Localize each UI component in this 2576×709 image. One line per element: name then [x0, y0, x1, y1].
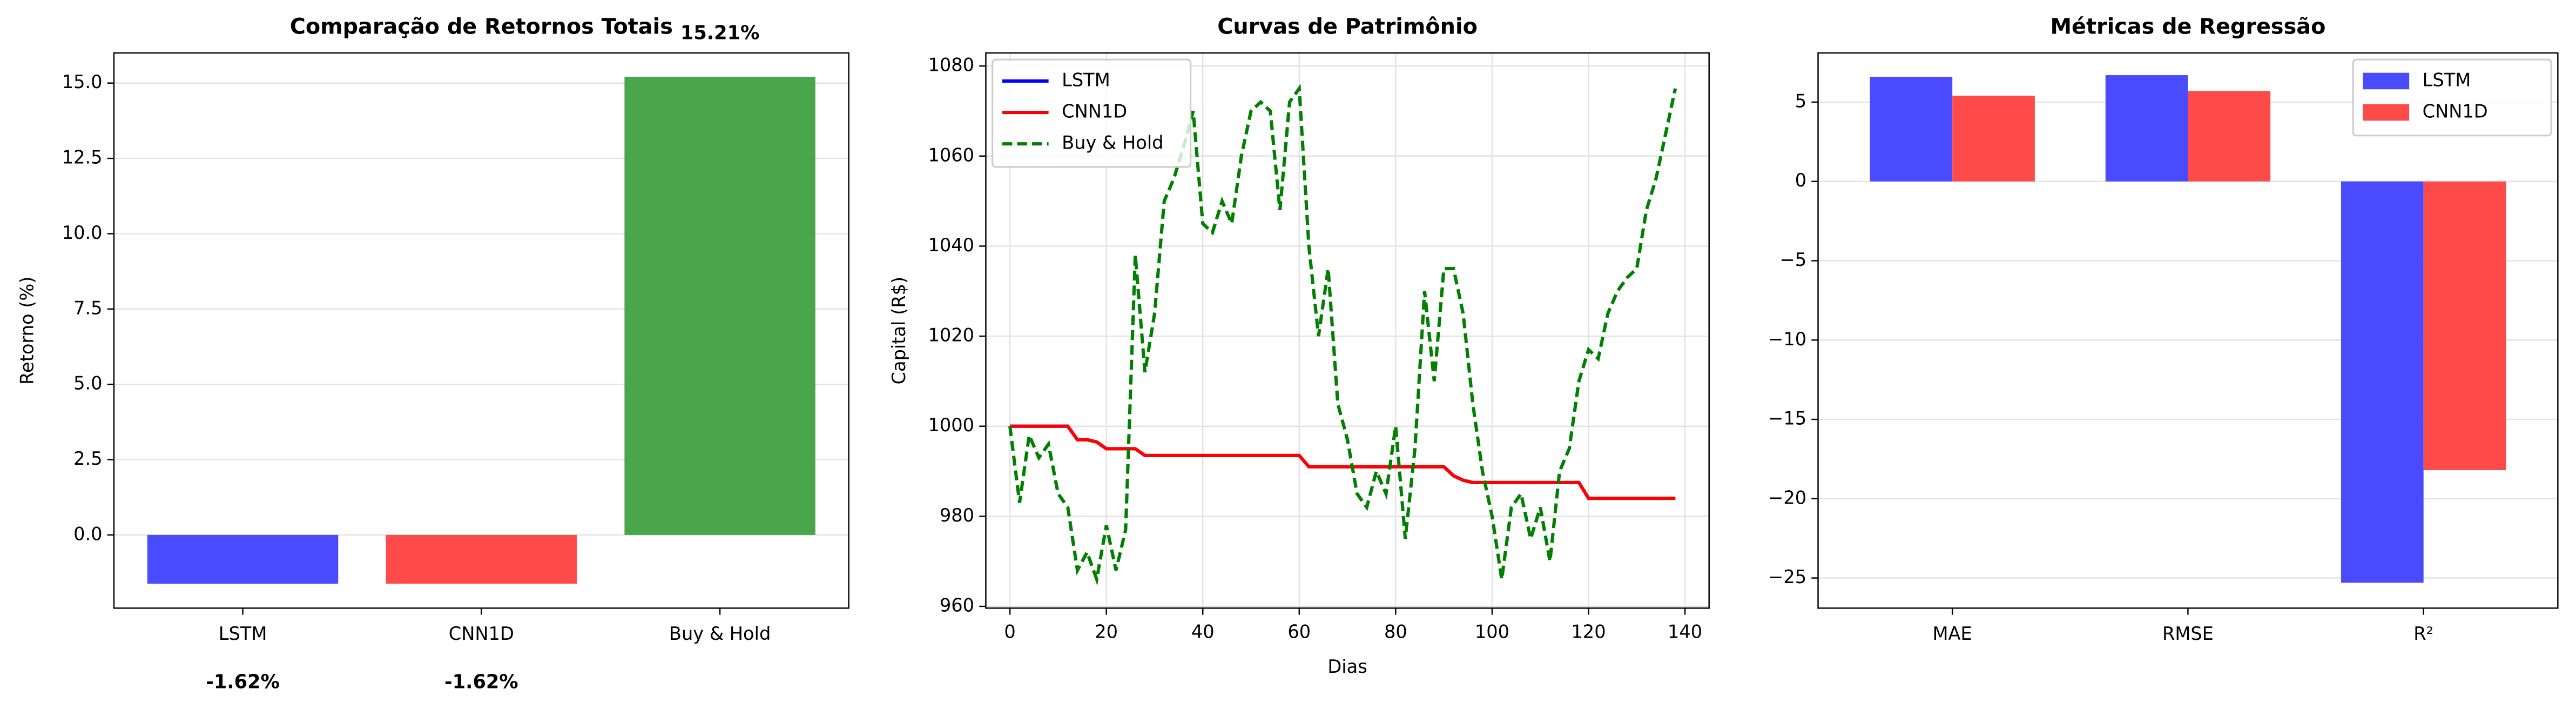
bar [1870, 77, 1953, 182]
chart-title: Métricas de Regressão [2050, 15, 2325, 39]
x-tick-label: R² [2413, 623, 2433, 644]
y-tick-label: 960 [940, 595, 974, 616]
y-tick-label: 980 [940, 505, 974, 526]
y-tick-label: −20 [1768, 487, 1806, 508]
y-axis-label: Retorno (%) [16, 277, 37, 385]
y-tick-label: 0.0 [73, 523, 102, 544]
x-tick-label: 80 [1384, 621, 1407, 643]
bar [2341, 181, 2424, 583]
x-tick-label: 120 [1571, 621, 1606, 643]
x-tick-label: 100 [1475, 621, 1509, 643]
y-tick-label: 15.0 [62, 71, 103, 92]
y-tick-label: 1020 [928, 325, 974, 346]
bar [1952, 96, 2035, 182]
bar [2188, 91, 2271, 182]
y-tick-label: 7.5 [73, 297, 102, 318]
x-tick-label: 0 [1004, 621, 1015, 643]
y-tick-label: 0 [1795, 170, 1806, 191]
x-tick-label: MAE [1933, 623, 1972, 644]
y-tick-label: 1060 [928, 144, 974, 165]
y-axis-label: Capital (R$) [888, 277, 909, 385]
x-axis-label: Dias [1327, 656, 1367, 677]
chart-title: Curvas de Patrimônio [1217, 15, 1478, 39]
bar [386, 534, 577, 584]
plot-frame [985, 52, 1710, 609]
bar [624, 77, 815, 535]
x-tick-label: 140 [1668, 621, 1702, 643]
legend-swatch [2363, 104, 2410, 121]
line-series [1010, 424, 1676, 500]
x-tick-label: 20 [1095, 621, 1118, 643]
legend-label: LSTM [1062, 69, 1110, 90]
bar [2423, 181, 2506, 470]
x-tick-label: LSTM [219, 623, 267, 644]
plot-frame [113, 52, 849, 609]
bar [147, 534, 339, 584]
x-tick-label: Buy & Hold [669, 623, 771, 644]
legend-box [992, 58, 1192, 168]
legend-label: Buy & Hold [1062, 132, 1163, 153]
legend-swatch [2363, 72, 2410, 90]
x-tick-label: RMSE [2162, 623, 2214, 644]
y-tick-label: −25 [1768, 566, 1806, 587]
value-label: -1.62% [444, 671, 518, 693]
y-tick-label: −15 [1768, 408, 1806, 429]
legend-label: CNN1D [1062, 101, 1127, 122]
x-tick-label: 40 [1191, 621, 1215, 643]
y-tick-label: 12.5 [62, 147, 103, 168]
plot-frame [1817, 52, 2559, 609]
y-tick-label: 1000 [928, 414, 974, 436]
y-tick-label: 1080 [928, 55, 974, 76]
y-tick-label: 1040 [928, 235, 974, 256]
line-series [1008, 84, 1677, 586]
x-tick-label: CNN1D [449, 623, 514, 644]
legend-label: CNN1D [2423, 101, 2488, 122]
x-tick-label: 60 [1287, 621, 1311, 643]
y-tick-label: 2.5 [73, 448, 102, 469]
value-label: -1.62% [206, 671, 280, 693]
y-tick-label: 5.0 [73, 373, 102, 394]
y-tick-label: 10.0 [62, 222, 103, 243]
y-tick-label: 5 [1795, 90, 1806, 111]
y-tick-label: −5 [1780, 249, 1807, 270]
value-label: 15.21% [680, 22, 759, 44]
legend-label: LSTM [2423, 69, 2471, 90]
y-tick-label: −10 [1768, 329, 1806, 350]
chart-title: Comparação de Retornos Totais [290, 15, 673, 39]
bar [2105, 75, 2188, 182]
